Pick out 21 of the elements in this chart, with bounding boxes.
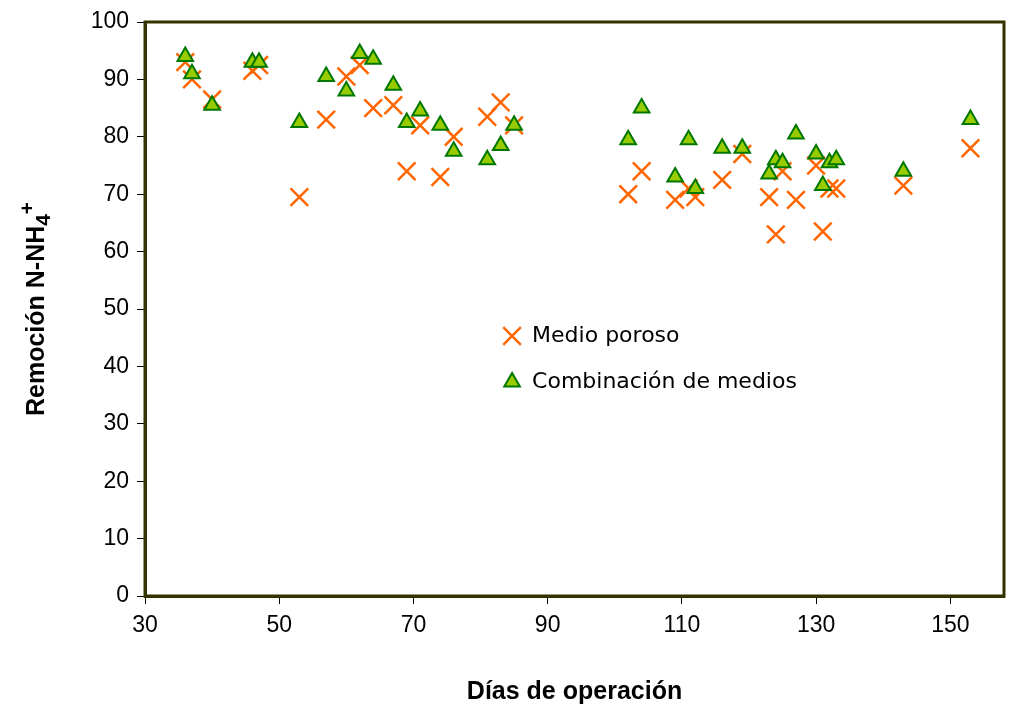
x-tick-label: 110 bbox=[663, 611, 701, 638]
x-tick-label: 30 bbox=[132, 611, 158, 638]
x-tick-label: 50 bbox=[266, 611, 293, 638]
y-tick-label: 30 bbox=[103, 409, 129, 436]
y-tick-label: 60 bbox=[103, 236, 129, 263]
y-tick-label: 70 bbox=[103, 179, 129, 206]
legend-label: Combinación de medios bbox=[532, 367, 797, 393]
x-tick-label: 70 bbox=[400, 611, 427, 638]
x-tick-label: 130 bbox=[796, 611, 836, 638]
y-tick-label: 50 bbox=[103, 294, 129, 321]
y-tick-label: 0 bbox=[116, 581, 129, 608]
y-tick-label: 40 bbox=[103, 351, 129, 378]
x-tick-label: 150 bbox=[931, 611, 970, 638]
y-tick-label: 100 bbox=[90, 7, 129, 34]
x-axis-title: Días de operación bbox=[466, 675, 683, 704]
legend-label: Medio poroso bbox=[532, 321, 680, 347]
y-tick-label: 20 bbox=[103, 466, 129, 493]
y-tick-label: 90 bbox=[103, 64, 129, 91]
y-tick-label: 80 bbox=[103, 122, 129, 149]
y-tick-label: 10 bbox=[103, 523, 129, 550]
x-tick-label: 90 bbox=[534, 611, 561, 638]
